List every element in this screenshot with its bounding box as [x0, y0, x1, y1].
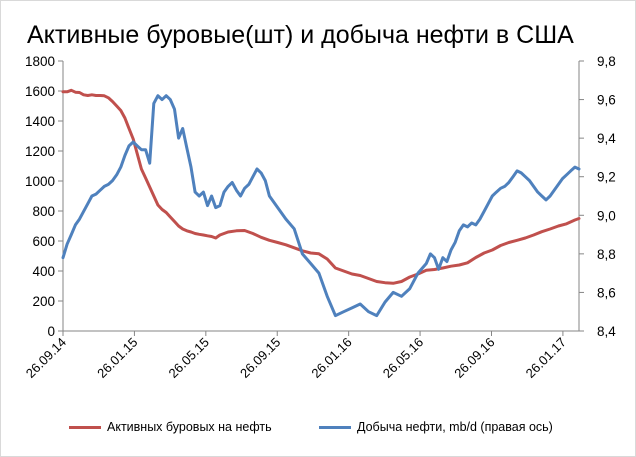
x-tick-label: 26.09.16	[451, 335, 497, 381]
x-tick-label: 26.01.15	[94, 335, 140, 381]
series-layer	[61, 88, 581, 318]
x-tick-label: 26.01.16	[308, 335, 354, 381]
y-left-tick-label: 1200	[25, 144, 55, 159]
y-left-ticks: 0 200 400 600 800 1000 1200 1400 1600 1800	[25, 54, 63, 339]
y-left-tick-label: 1600	[25, 84, 55, 99]
chart-title: Активные буровые(шт) и добыча нефти в СШ…	[27, 21, 574, 49]
y-right-tick-label: 8,8	[597, 247, 616, 262]
y-left-tick-label: 1800	[25, 54, 55, 69]
x-ticks: 26.09.14 26.01.15 26.05.15 26.09.15 26.01.16…	[23, 331, 569, 381]
x-tick-label: 26.09.15	[237, 335, 283, 381]
y-left-tick-label: 200	[32, 294, 55, 309]
x-tick-label: 26.05.16	[380, 335, 426, 381]
legend-item-rigs: Активных буровых на нефть	[69, 420, 272, 434]
y-left-tick-label: 1400	[25, 114, 55, 129]
legend-swatch-production	[319, 425, 351, 429]
y-left-tick-label: 0	[47, 324, 55, 339]
legend-label-rigs: Активных буровых на нефть	[107, 420, 272, 434]
y-left-tick-label: 400	[32, 264, 55, 279]
series-line-rigs	[61, 88, 581, 285]
legend-label-production: Добыча нефти, mb/d (правая ось)	[357, 420, 553, 434]
legend-swatch-rigs	[69, 425, 101, 429]
x-tick-label: 26.05.15	[166, 335, 212, 381]
y-right-tick-label: 9,2	[597, 170, 616, 185]
y-right-tick-label: 8,6	[597, 285, 616, 300]
x-tick-label: 26.09.14	[23, 335, 69, 381]
y-right-ticks: 8,4 8,6 8,8 9,0 9,2 9,4 9,6 9,8	[579, 54, 616, 339]
y-right-tick-label: 9,8	[597, 54, 616, 69]
y-left-tick-label: 800	[32, 204, 55, 219]
x-tick-label: 26.01.17	[523, 335, 569, 381]
y-right-tick-label: 9,0	[597, 208, 616, 223]
y-left-tick-label: 600	[32, 234, 55, 249]
y-right-tick-label: 9,4	[597, 131, 616, 146]
y-right-tick-label: 9,6	[597, 93, 616, 108]
legend-item-production: Добыча нефти, mb/d (правая ось)	[319, 420, 553, 434]
y-right-tick-label: 8,4	[597, 324, 616, 339]
series-line-production	[61, 94, 581, 318]
y-left-tick-label: 1000	[25, 174, 55, 189]
